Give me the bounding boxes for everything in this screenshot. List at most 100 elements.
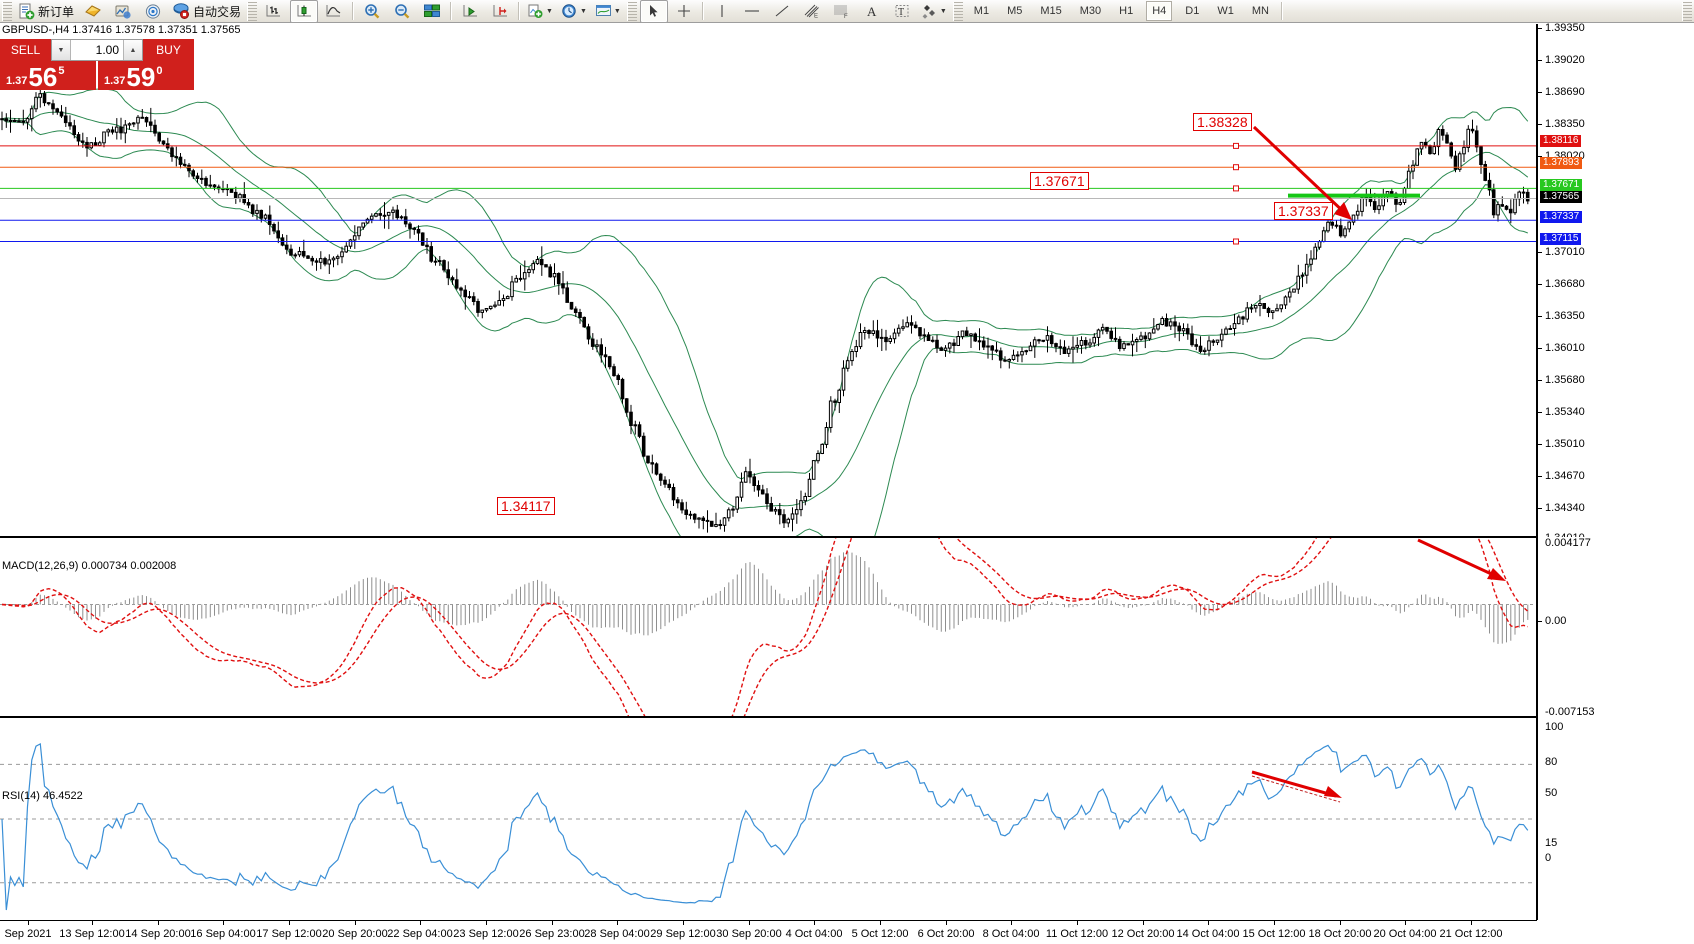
- toolbar-separator-2: [450, 2, 453, 20]
- timeframe-m1[interactable]: M1: [966, 0, 997, 23]
- macd-pane[interactable]: [0, 537, 1537, 717]
- annotation-low-1-34117[interactable]: 1.34117: [497, 497, 555, 515]
- sell-price-display[interactable]: 1.37 56 5: [0, 61, 96, 90]
- timeframe-d1[interactable]: D1: [1177, 0, 1207, 23]
- fibonacci-button[interactable]: F: [828, 0, 856, 23]
- macd-tick-label: 0.00: [1545, 615, 1567, 627]
- expert-advisor-button[interactable]: [79, 0, 107, 23]
- bar-chart-button[interactable]: [260, 0, 288, 23]
- price-tick-label: 1.36350: [1545, 310, 1585, 322]
- time-tick-label: 21 Oct 12:00: [1439, 928, 1503, 940]
- toolbar-grip-3[interactable]: [626, 1, 637, 21]
- price-marker-support-2[interactable]: 1.37115: [1540, 233, 1582, 245]
- time-tick-label: 12 Oct 20:00: [1111, 928, 1175, 940]
- price-chart-pane[interactable]: [0, 24, 1537, 537]
- timeframe-h1[interactable]: H1: [1111, 0, 1141, 23]
- timeframe-h4[interactable]: H4: [1143, 0, 1175, 23]
- time-tick: [552, 921, 553, 925]
- price-marker-support-green[interactable]: 1.37671: [1540, 179, 1583, 191]
- crosshair-icon: [677, 5, 690, 17]
- indicators-button[interactable]: ▼: [524, 0, 556, 23]
- vertical-line-button[interactable]: [708, 0, 736, 23]
- toolbar-grip-5[interactable]: [1682, 1, 1692, 21]
- volume-decrement-icon[interactable]: ▼: [52, 40, 71, 60]
- horizontal-line-icon: [744, 10, 759, 12]
- price-tick-label: 1.35010: [1545, 438, 1585, 450]
- rsi-pane[interactable]: [0, 717, 1537, 920]
- rsi-scale[interactable]: 100 80 50 15 0: [1537, 717, 1694, 920]
- data-center-button[interactable]: [109, 0, 137, 23]
- annotation-high-1-38328[interactable]: 1.38328: [1193, 113, 1252, 131]
- annotation-1-37337[interactable]: 1.37337: [1274, 202, 1333, 220]
- price-marker-resistance-2[interactable]: 1.37893: [1540, 157, 1583, 169]
- time-tick-label: 8 Oct 04:00: [982, 928, 1040, 940]
- macd-tick: 0.004177: [1538, 537, 1591, 549]
- horizontal-line-button[interactable]: [738, 0, 766, 23]
- price-tick-label: 1.37010: [1545, 246, 1585, 258]
- signals-button[interactable]: [139, 0, 167, 23]
- auto-scroll-button[interactable]: [456, 0, 484, 23]
- toolbar-grip[interactable]: [2, 1, 12, 21]
- autotrading-button[interactable]: 自动交易: [169, 0, 244, 23]
- volume-value[interactable]: 1.00: [95, 43, 119, 57]
- oct-top-row: SELL ▼ 1.00 ▲ BUY: [0, 39, 194, 61]
- chevron-down-icon-2: ▼: [579, 7, 587, 15]
- one-click-trading-panel[interactable]: SELL ▼ 1.00 ▲ BUY 1.37 56 5 1.37 59 0: [0, 39, 194, 90]
- autotrading-icon: [173, 2, 190, 19]
- price-scale[interactable]: 1.39350 1.39020 1.38690 1.38350 1.38020 1.370…: [1537, 22, 1694, 544]
- text-icon: A: [867, 4, 877, 19]
- price-marker-support-1[interactable]: 1.37337: [1540, 211, 1583, 223]
- equidistant-channel-button[interactable]: E: [798, 0, 826, 23]
- timeframe-m15[interactable]: M15: [1032, 0, 1069, 23]
- cursor-button[interactable]: [639, 0, 668, 23]
- toolbar-grip-4[interactable]: [952, 1, 963, 21]
- time-tick: [946, 921, 947, 925]
- oct-price-row: 1.37 56 5 1.37 59 0: [0, 61, 194, 90]
- time-tick-label: 15 Oct 12:00: [1242, 928, 1306, 940]
- crosshair-button[interactable]: [670, 0, 698, 23]
- templates-button[interactable]: ▼: [592, 0, 624, 23]
- rsi-tick-label: 0: [1545, 852, 1552, 864]
- timeframe-mn[interactable]: MN: [1244, 0, 1277, 23]
- new-order-button[interactable]: 新订单: [15, 0, 77, 23]
- volume-increment-icon[interactable]: ▲: [123, 40, 142, 60]
- candlestick-chart-button[interactable]: [290, 0, 319, 23]
- zoom-out-button[interactable]: [388, 0, 416, 23]
- text-label-button[interactable]: T: [888, 0, 916, 23]
- timeframe-m5[interactable]: M5: [999, 0, 1030, 23]
- annotation-1-37671[interactable]: 1.37671: [1030, 172, 1089, 190]
- volume-stepper[interactable]: ▼ 1.00 ▲: [51, 39, 143, 61]
- price-tick: 1.37010: [1538, 246, 1585, 258]
- buy-button[interactable]: BUY: [143, 39, 194, 61]
- templates-icon: [595, 5, 611, 16]
- toolbar-grip-2[interactable]: [247, 1, 258, 21]
- price-marker-current[interactable]: 1.37565: [1540, 191, 1583, 203]
- indicators-icon: [528, 4, 543, 18]
- time-tick: [1077, 921, 1078, 925]
- price-tick: 1.36680: [1538, 278, 1585, 290]
- zoom-in-button[interactable]: [358, 0, 386, 23]
- tile-windows-button[interactable]: [418, 0, 446, 23]
- price-tick-label: 1.38350: [1545, 118, 1585, 130]
- trendline-button[interactable]: [768, 0, 796, 23]
- text-button[interactable]: A: [858, 0, 886, 23]
- tf-label-h1: H1: [1119, 5, 1134, 17]
- sell-button[interactable]: SELL: [0, 39, 51, 61]
- timeframe-m30[interactable]: M30: [1072, 0, 1109, 23]
- rsi-down-arrow: [1251, 770, 1342, 798]
- macd-tick: -0.007153: [1538, 706, 1595, 718]
- line-chart-button[interactable]: [320, 0, 348, 23]
- price-marker-resistance-1[interactable]: 1.38116: [1540, 135, 1582, 147]
- macd-histogram: [5, 551, 1529, 644]
- buy-price-display[interactable]: 1.37 59 0: [98, 61, 194, 90]
- periods-button[interactable]: ▼: [558, 0, 590, 23]
- time-tick: [1471, 921, 1472, 925]
- rsi-canvas: [0, 742, 1535, 911]
- symbol-header: GBPUSD-,H4 1.37416 1.37578 1.37351 1.375…: [2, 24, 241, 36]
- time-axis[interactable]: Sep 2021 13 Sep 12:00 14 Sep 20:00 16 Sep 0…: [0, 920, 1537, 944]
- shapes-button[interactable]: ▼: [918, 0, 950, 23]
- timeframe-w1[interactable]: W1: [1209, 0, 1242, 23]
- time-tick: [880, 921, 881, 925]
- macd-scale[interactable]: 0.004177 0.00 -0.007153: [1537, 537, 1694, 718]
- chart-shift-button[interactable]: [486, 0, 514, 23]
